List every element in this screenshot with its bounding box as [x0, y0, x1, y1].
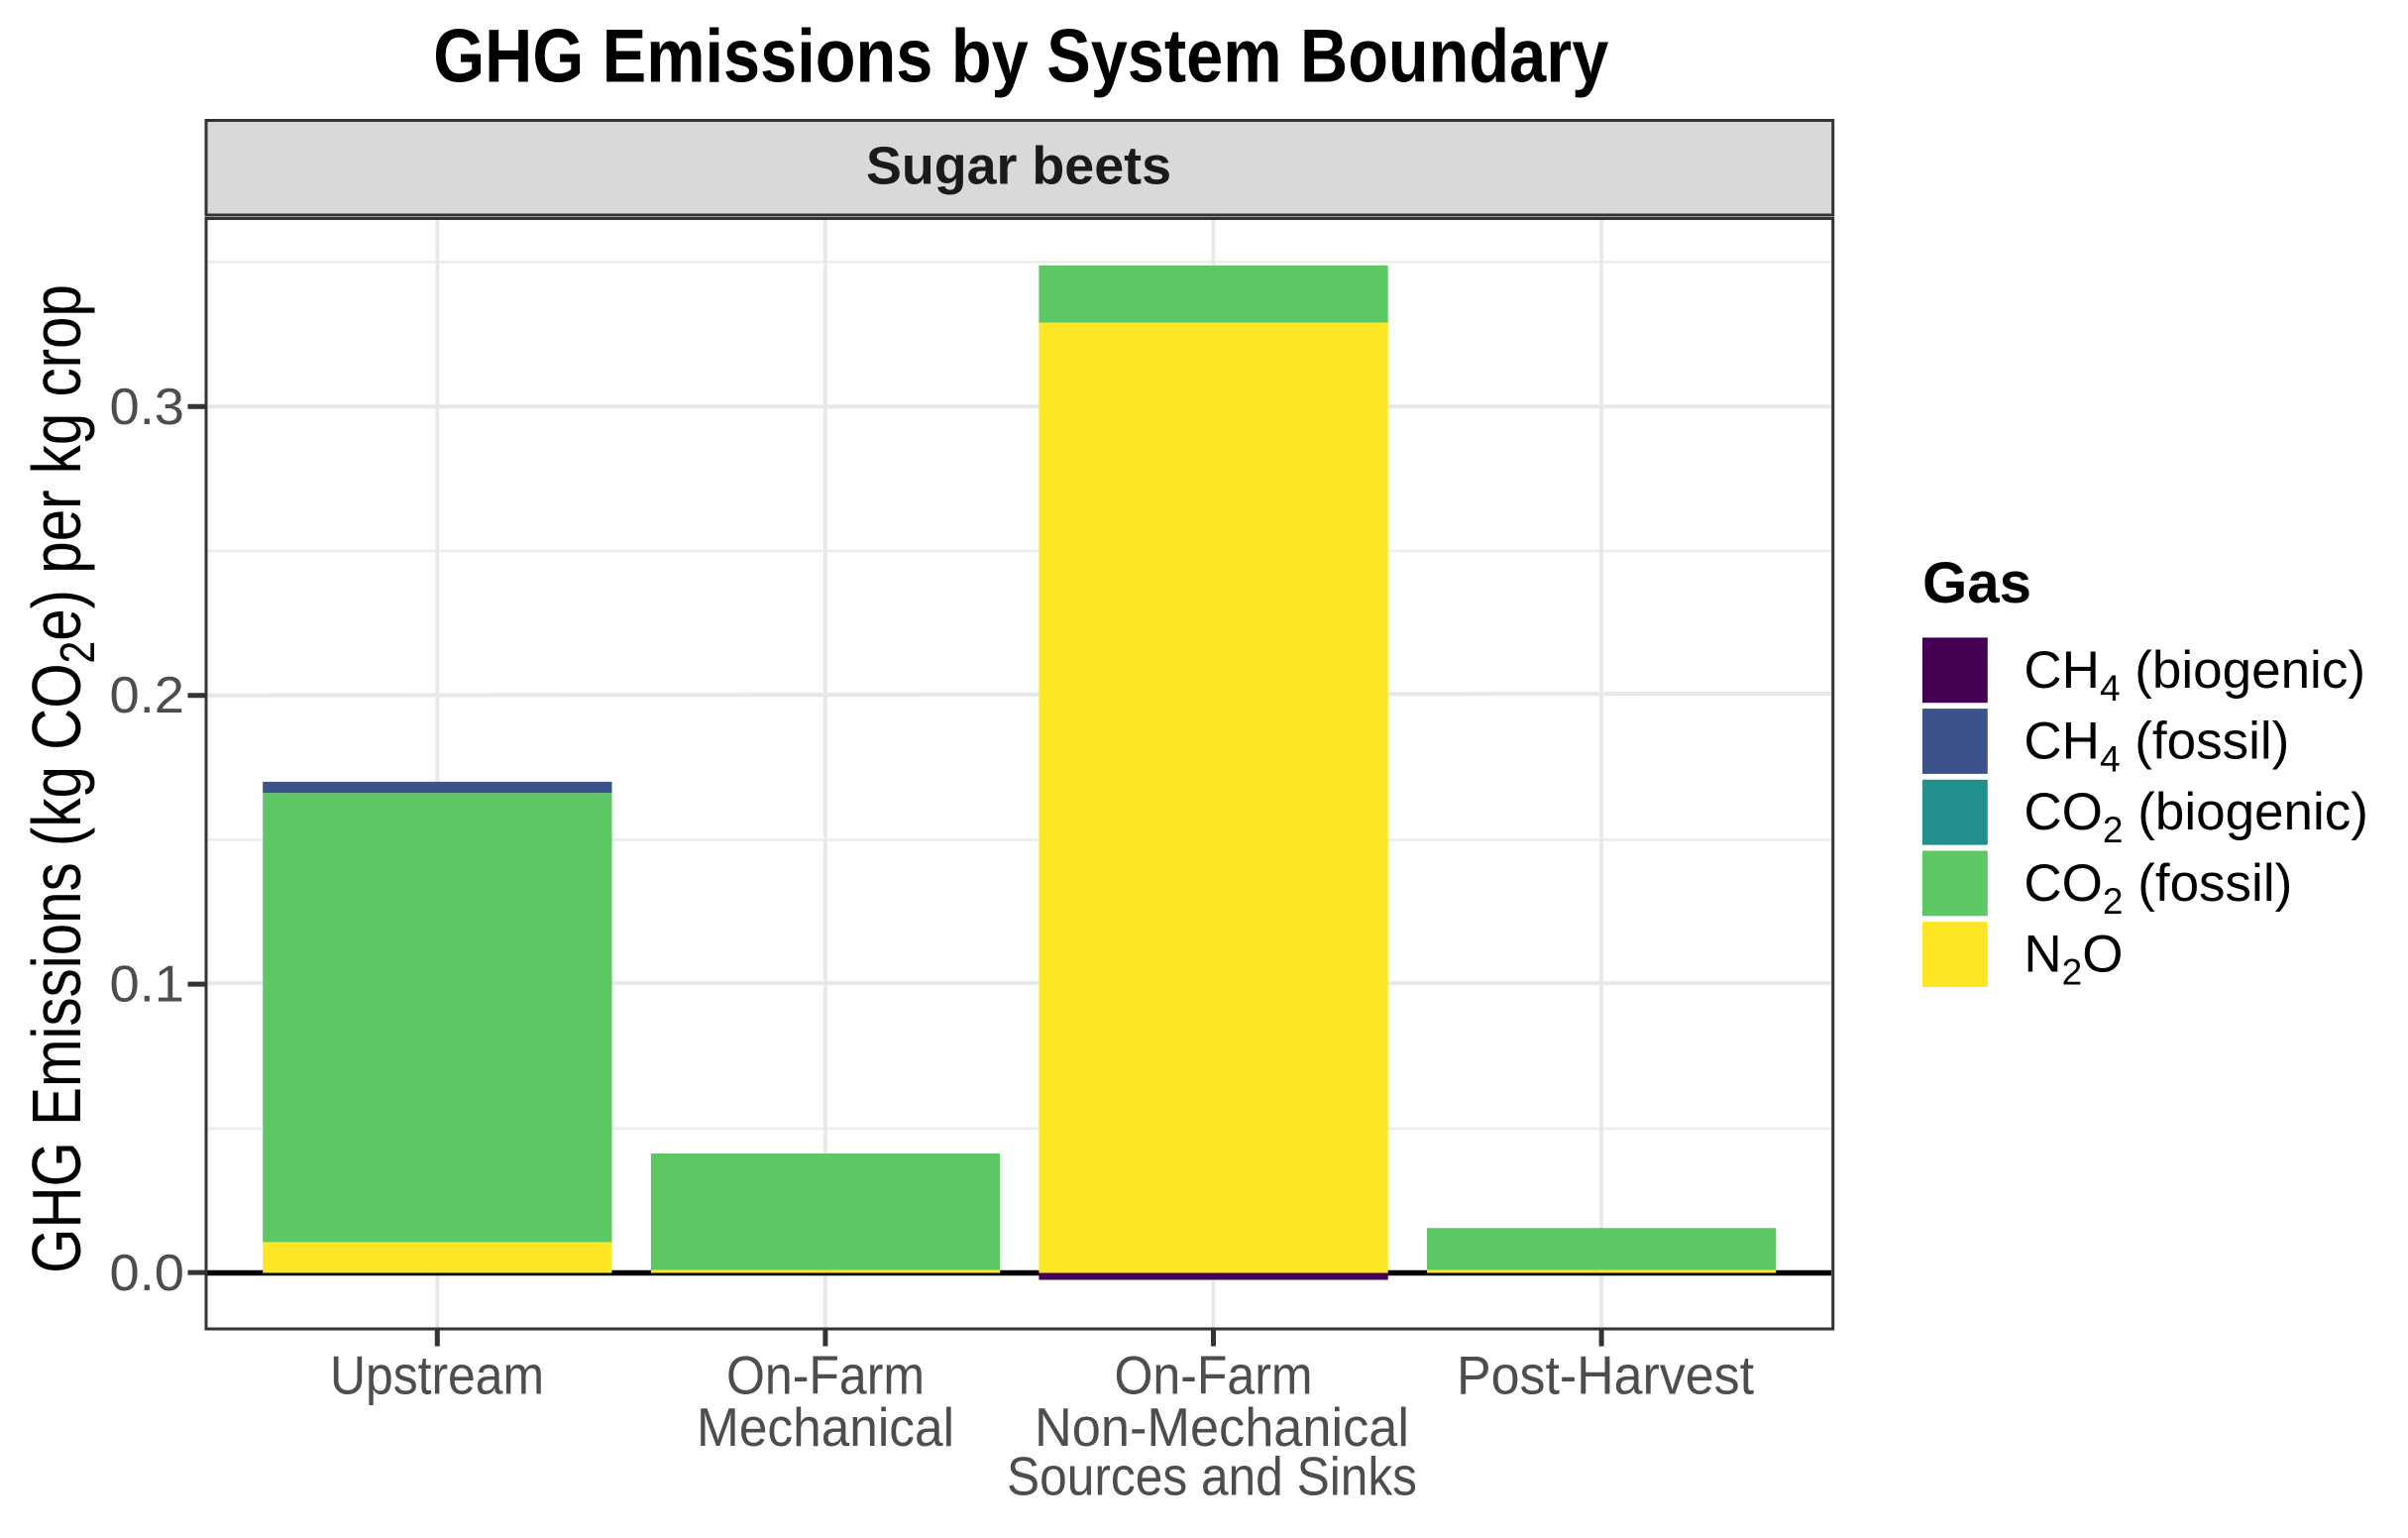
svg-text:On-Farm: On-Farm — [1115, 1345, 1313, 1406]
svg-text:0.0: 0.0 — [110, 1245, 185, 1302]
svg-text:Upstream: Upstream — [330, 1345, 544, 1406]
svg-text:Post-Harvest: Post-Harvest — [1457, 1345, 1754, 1406]
svg-text:GHG Emissions by System Bounda: GHG Emissions by System Boundary — [433, 15, 1608, 99]
svg-text:CH4 (fossil): CH4 (fossil) — [2024, 713, 2289, 780]
svg-text:Mechanical: Mechanical — [697, 1396, 954, 1458]
svg-text:Sources and Sinks: Sources and Sinks — [1007, 1446, 1417, 1507]
svg-text:0.2: 0.2 — [110, 667, 185, 724]
svg-text:CO2 (fossil): CO2 (fossil) — [2024, 854, 2292, 922]
svg-text:Non-Mechanical: Non-Mechanical — [1035, 1396, 1409, 1458]
svg-text:CO2 (biogenic): CO2 (biogenic) — [2024, 783, 2368, 850]
svg-text:0.3: 0.3 — [110, 379, 185, 436]
svg-text:Gas: Gas — [1922, 551, 2031, 615]
svg-text:Sugar beets: Sugar beets — [866, 136, 1171, 195]
svg-text:0.1: 0.1 — [110, 956, 185, 1014]
svg-text:CH4 (biogenic): CH4 (biogenic) — [2024, 641, 2365, 709]
svg-text:On-Farm: On-Farm — [726, 1345, 925, 1406]
svg-text:GHG Emissions (kg CO2e) per kg: GHG Emissions (kg CO2e) per kg crop — [18, 284, 105, 1273]
